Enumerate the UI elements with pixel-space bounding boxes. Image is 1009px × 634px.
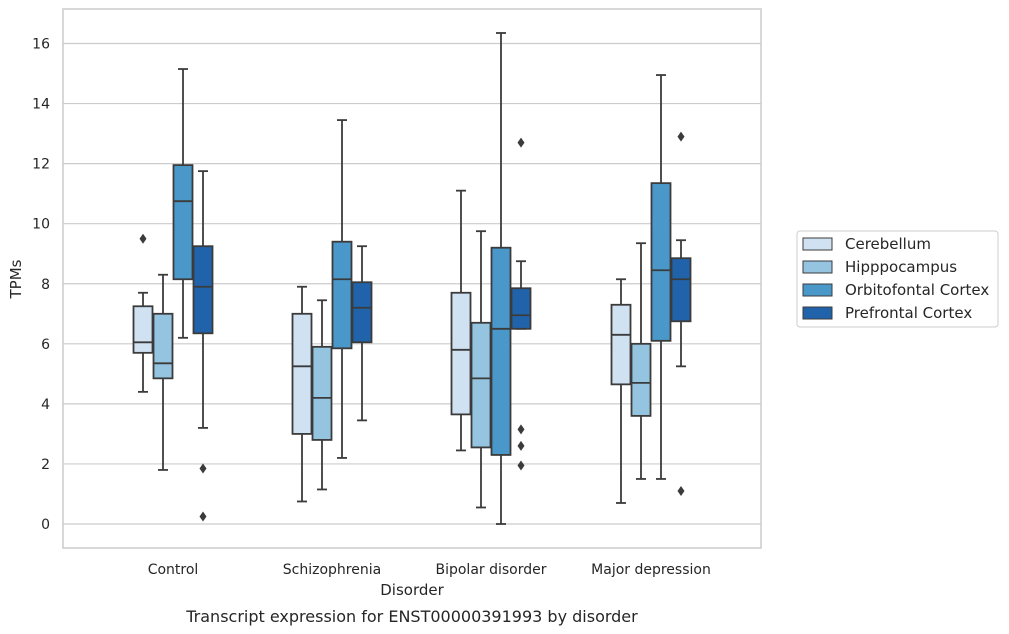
box-prefrontal-cortex (192, 170, 214, 522)
box-iqr (650, 182, 672, 342)
x-axis-ticks: Control Schizophrenia Bipolar disorder Majo… (148, 562, 711, 578)
box-hipppocampus (311, 299, 333, 491)
legend-label: Prefrontal Cortex (845, 304, 972, 322)
y-tick-label: 10 (32, 217, 50, 233)
y-tick-label: 2 (41, 457, 50, 473)
box-hipppocampus (630, 242, 652, 480)
box-prefrontal-cortex (670, 131, 692, 496)
legend-swatch (802, 260, 833, 274)
box-iqr (490, 246, 512, 456)
box-iqr (470, 321, 492, 449)
box-orbitofontal-cortex (172, 68, 194, 339)
x-tick-label: Major depression (591, 562, 711, 578)
y-tick-label: 0 (41, 517, 50, 533)
outlier-point (677, 485, 685, 496)
box-iqr (132, 305, 154, 354)
legend-swatch (802, 237, 833, 251)
box-iqr (311, 345, 333, 441)
boxes (132, 32, 692, 525)
x-axis-label: Disorder (380, 581, 444, 599)
y-tick-label: 8 (41, 277, 50, 293)
box-cerebellum (291, 285, 313, 503)
box-cerebellum (132, 233, 154, 393)
legend-swatch (802, 306, 833, 320)
box-iqr (291, 312, 313, 435)
box-iqr (192, 245, 214, 335)
y-tick-label: 12 (32, 157, 50, 173)
legend-frame (796, 230, 999, 328)
y-tick-label: 16 (32, 37, 50, 53)
legend-label: Orbitofontal Cortex (845, 281, 989, 299)
box-prefrontal-cortex (351, 245, 373, 422)
y-tick-label: 6 (41, 337, 50, 353)
box-iqr (152, 312, 174, 380)
legend-swatch (802, 283, 833, 297)
plot-frame (62, 8, 762, 549)
box-iqr (172, 164, 194, 281)
outlier-point (139, 233, 147, 244)
legend-label: Cerebellum (845, 235, 931, 253)
box-iqr (351, 281, 373, 344)
box-iqr (450, 291, 472, 416)
y-tick-label: 14 (32, 97, 50, 113)
x-tick-label: Control (148, 562, 199, 578)
outlier-point (677, 131, 685, 142)
box-cerebellum (610, 278, 632, 504)
box-orbitofontal-cortex (650, 74, 672, 480)
outlier-point (517, 460, 525, 471)
box-iqr (610, 303, 632, 386)
box-iqr (510, 287, 532, 330)
box-iqr (670, 257, 692, 323)
box-hipppocampus (470, 230, 492, 509)
box-prefrontal-cortex (510, 137, 532, 471)
chart-caption: Transcript expression for ENST0000039199… (185, 607, 638, 626)
box-iqr (331, 240, 353, 350)
legend-label: Hipppocampus (845, 258, 957, 276)
box-orbitofontal-cortex (331, 119, 353, 459)
box-iqr (630, 342, 652, 417)
y-axis-label: TPMs (7, 259, 25, 299)
outlier-point (517, 440, 525, 451)
y-axis-ticks: 0 2 4 6 8 10 12 14 16 (32, 37, 50, 534)
legend: Cerebellum Hipppocampus Orbitofontal Corte… (796, 230, 999, 328)
y-tick-label: 4 (41, 397, 50, 413)
outlier-point (199, 463, 207, 474)
x-tick-label: Schizophrenia (283, 562, 381, 578)
box-orbitofontal-cortex (490, 32, 512, 525)
outlier-point (199, 511, 207, 522)
box-cerebellum (450, 189, 472, 452)
outlier-point (517, 424, 525, 435)
box-hipppocampus (152, 273, 174, 471)
outlier-point (517, 137, 525, 148)
x-tick-label: Bipolar disorder (435, 562, 546, 578)
